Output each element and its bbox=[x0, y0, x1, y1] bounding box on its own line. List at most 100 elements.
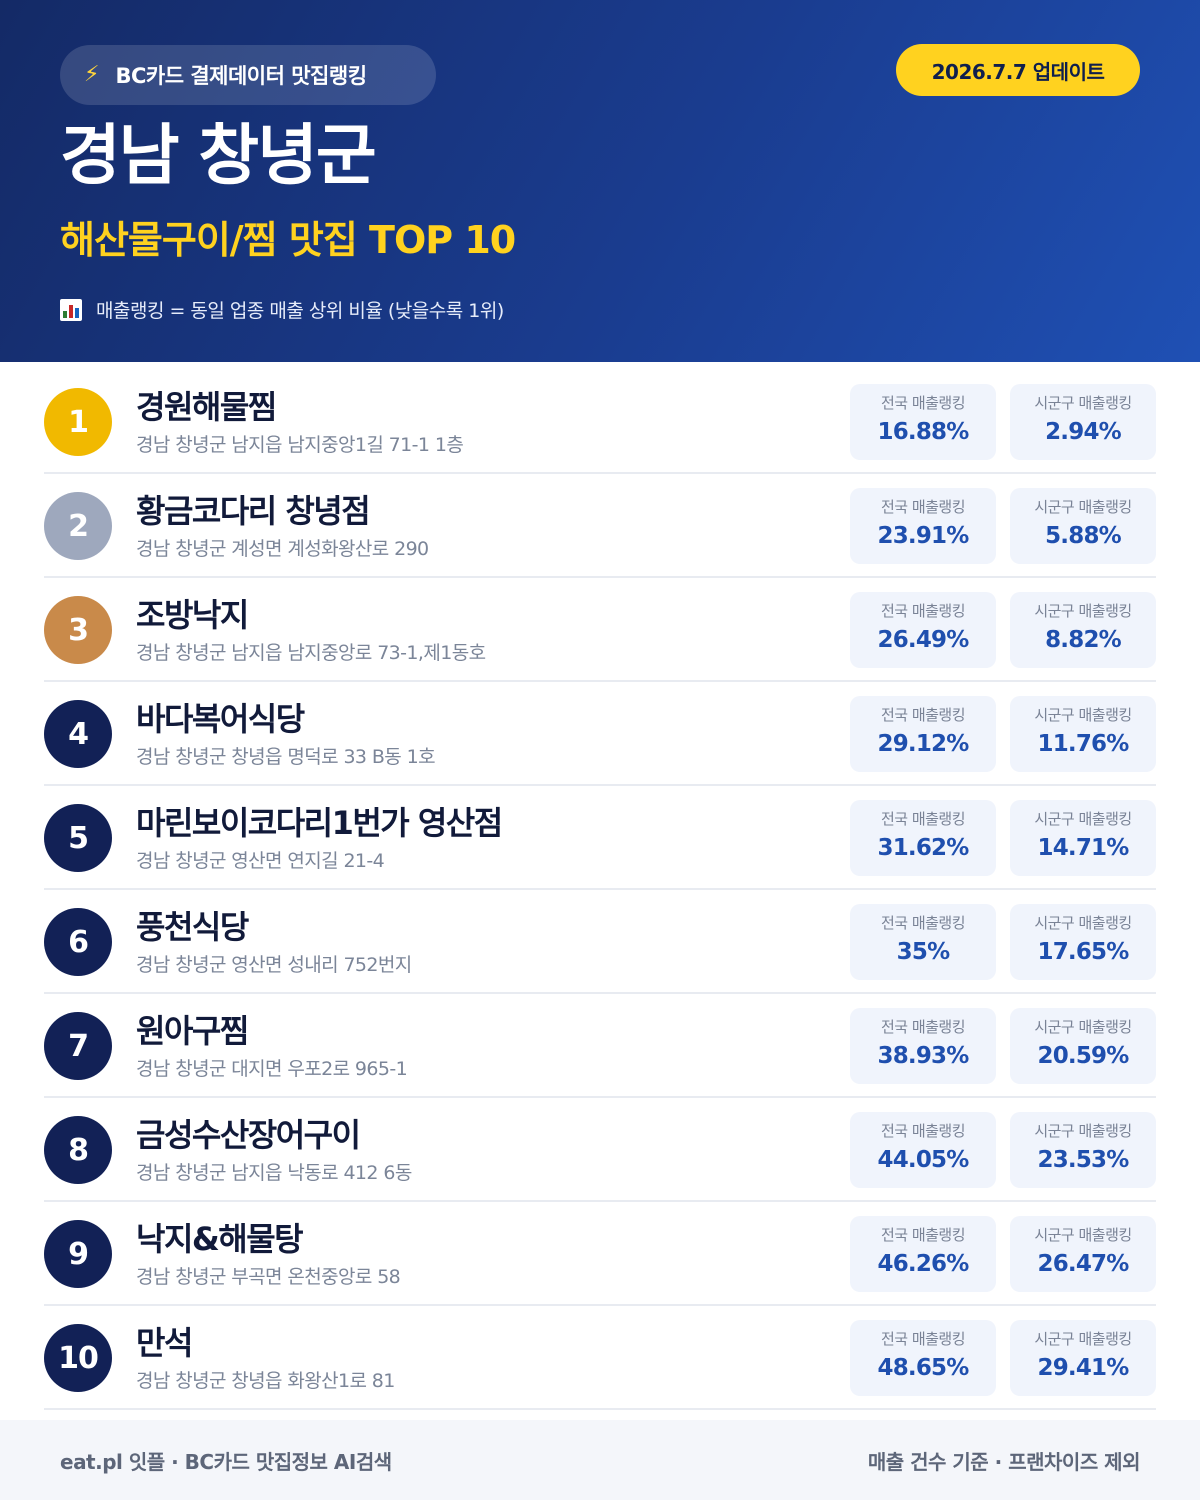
national-ranking-label: 전국 매출랭킹 bbox=[880, 394, 966, 412]
national-ranking-value: 48.65% bbox=[877, 1355, 970, 1381]
restaurant-name[interactable]: 원아구찜 bbox=[136, 1012, 249, 1050]
local-ranking-value: 2.94% bbox=[1045, 419, 1122, 445]
source-badge: ⚡ BC카드 결제데이터 맛집랭킹 bbox=[60, 45, 436, 105]
local-ranking-card: 시군구 매출랭킹 29.41% bbox=[1010, 1320, 1156, 1396]
national-ranking-card: 전국 매출랭킹 26.49% bbox=[850, 592, 996, 668]
category-subtitle: 해산물구이/찜 맛집 TOP 10 bbox=[60, 218, 516, 262]
national-ranking-label: 전국 매출랭킹 bbox=[880, 498, 966, 516]
local-ranking-value: 26.47% bbox=[1037, 1251, 1130, 1277]
local-ranking-label: 시군구 매출랭킹 bbox=[1034, 1018, 1132, 1036]
rank-badge: 2 bbox=[44, 492, 112, 560]
restaurant-name[interactable]: 풍천식당 bbox=[136, 908, 249, 946]
restaurant-name[interactable]: 바다복어식당 bbox=[136, 700, 305, 738]
national-ranking-label: 전국 매출랭킹 bbox=[880, 810, 966, 828]
rank-badge: 6 bbox=[44, 908, 112, 976]
restaurant-address: 경남 창녕군 남지읍 낙동로 412 6동 bbox=[136, 1162, 412, 1184]
local-ranking-card: 시군구 매출랭킹 26.47% bbox=[1010, 1216, 1156, 1292]
local-ranking-label: 시군구 매출랭킹 bbox=[1034, 706, 1132, 724]
national-ranking-card: 전국 매출랭킹 29.12% bbox=[850, 696, 996, 772]
local-ranking-card: 시군구 매출랭킹 5.88% bbox=[1010, 488, 1156, 564]
rank-badge: 7 bbox=[44, 1012, 112, 1080]
restaurant-address: 경남 창녕군 영산면 성내리 752번지 bbox=[136, 954, 412, 976]
national-ranking-card: 전국 매출랭킹 31.62% bbox=[850, 800, 996, 876]
national-ranking-card: 전국 매출랭킹 46.26% bbox=[850, 1216, 996, 1292]
restaurant-name[interactable]: 황금코다리 창녕점 bbox=[136, 492, 371, 530]
national-ranking-label: 전국 매출랭킹 bbox=[880, 1330, 966, 1348]
update-date-badge: 2026.7.7 업데이트 bbox=[896, 44, 1140, 96]
page-title: 경남 창녕군 bbox=[60, 117, 377, 194]
local-ranking-value: 17.65% bbox=[1037, 939, 1130, 965]
national-ranking-card: 전국 매출랭킹 16.88% bbox=[850, 384, 996, 460]
national-ranking-value: 38.93% bbox=[877, 1043, 970, 1069]
local-ranking-value: 8.82% bbox=[1045, 627, 1122, 653]
rank-badge: 3 bbox=[44, 596, 112, 664]
national-ranking-card: 전국 매출랭킹 38.93% bbox=[850, 1008, 996, 1084]
local-ranking-card: 시군구 매출랭킹 17.65% bbox=[1010, 904, 1156, 980]
restaurant-name[interactable]: 금성수산장어구이 bbox=[136, 1116, 361, 1154]
national-ranking-card: 전국 매출랭킹 35% bbox=[850, 904, 996, 980]
list-item[interactable]: 8 금성수산장어구이 경남 창녕군 남지읍 낙동로 412 6동 전국 매출랭킹 44.… bbox=[44, 1098, 1156, 1202]
national-ranking-value: 26.49% bbox=[877, 627, 970, 653]
local-ranking-card: 시군구 매출랭킹 14.71% bbox=[1010, 800, 1156, 876]
local-ranking-label: 시군구 매출랭킹 bbox=[1034, 810, 1132, 828]
restaurant-name[interactable]: 낙지&해물탕 bbox=[136, 1220, 304, 1258]
rank-badge: 1 bbox=[44, 388, 112, 456]
local-ranking-value: 5.88% bbox=[1045, 523, 1122, 549]
restaurant-address: 경남 창녕군 창녕읍 명덕로 33 B동 1호 bbox=[136, 746, 436, 768]
national-ranking-value: 29.12% bbox=[877, 731, 970, 757]
local-ranking-value: 14.71% bbox=[1037, 835, 1130, 861]
national-ranking-label: 전국 매출랭킹 bbox=[880, 914, 966, 932]
national-ranking-value: 16.88% bbox=[877, 419, 970, 445]
restaurant-name[interactable]: 마린보이코다리1번가 영산점 bbox=[136, 804, 503, 842]
footer-note: 매출 건수 기준 · 프랜차이즈 제외 bbox=[867, 1450, 1141, 1474]
local-ranking-label: 시군구 매출랭킹 bbox=[1034, 498, 1132, 516]
local-ranking-card: 시군구 매출랭킹 11.76% bbox=[1010, 696, 1156, 772]
footer: eat.pl 잇플 · BC카드 맛집정보 AI검색 매출 건수 기준 · 프랜… bbox=[0, 1420, 1200, 1500]
legend-text: 매출랭킹 = 동일 업종 매출 상위 비율 (낮을수록 1위) bbox=[96, 300, 504, 322]
national-ranking-label: 전국 매출랭킹 bbox=[880, 1018, 966, 1036]
national-ranking-label: 전국 매출랭킹 bbox=[880, 706, 966, 724]
rank-badge: 4 bbox=[44, 700, 112, 768]
local-ranking-label: 시군구 매출랭킹 bbox=[1034, 914, 1132, 932]
national-ranking-label: 전국 매출랭킹 bbox=[880, 1122, 966, 1140]
restaurant-address: 경남 창녕군 계성면 계성화왕산로 290 bbox=[136, 538, 429, 560]
bar-chart-icon bbox=[60, 298, 82, 321]
local-ranking-label: 시군구 매출랭킹 bbox=[1034, 1122, 1132, 1140]
list-item[interactable]: 6 풍천식당 경남 창녕군 영산면 성내리 752번지 전국 매출랭킹 35% 시군구 매… bbox=[44, 890, 1156, 994]
restaurant-name[interactable]: 경원해물찜 bbox=[136, 388, 277, 426]
national-ranking-value: 23.91% bbox=[877, 523, 970, 549]
list-item[interactable]: 7 원아구찜 경남 창녕군 대지면 우포2로 965-1 전국 매출랭킹 38.93% 시… bbox=[44, 994, 1156, 1098]
ranking-list: 1 경원해물찜 경남 창녕군 남지읍 남지중앙1길 71-1 1층 전국 매출랭킹 16… bbox=[44, 370, 1156, 1410]
restaurant-address: 경남 창녕군 영산면 연지길 21-4 bbox=[136, 850, 385, 872]
ranking-legend: 매출랭킹 = 동일 업종 매출 상위 비율 (낮을수록 1위) bbox=[60, 296, 504, 323]
local-ranking-card: 시군구 매출랭킹 8.82% bbox=[1010, 592, 1156, 668]
national-ranking-value: 44.05% bbox=[877, 1147, 970, 1173]
national-ranking-value: 46.26% bbox=[877, 1251, 970, 1277]
restaurant-name[interactable]: 조방낙지 bbox=[136, 596, 249, 634]
restaurant-address: 경남 창녕군 남지읍 남지중앙1길 71-1 1층 bbox=[136, 434, 464, 456]
national-ranking-label: 전국 매출랭킹 bbox=[880, 1226, 966, 1244]
national-ranking-label: 전국 매출랭킹 bbox=[880, 602, 966, 620]
restaurant-address: 경남 창녕군 남지읍 남지중앙로 73-1,제1동호 bbox=[136, 642, 486, 664]
local-ranking-card: 시군구 매출랭킹 20.59% bbox=[1010, 1008, 1156, 1084]
header-banner: ⚡ BC카드 결제데이터 맛집랭킹 2026.7.7 업데이트 경남 창녕군 해… bbox=[0, 0, 1200, 362]
rank-badge: 10 bbox=[44, 1324, 112, 1392]
local-ranking-value: 11.76% bbox=[1037, 731, 1130, 757]
list-item[interactable]: 10 만석 경남 창녕군 창녕읍 화왕산1로 81 전국 매출랭킹 48.65% 시군구 … bbox=[44, 1306, 1156, 1410]
local-ranking-label: 시군구 매출랭킹 bbox=[1034, 394, 1132, 412]
local-ranking-label: 시군구 매출랭킹 bbox=[1034, 1226, 1132, 1244]
local-ranking-value: 20.59% bbox=[1037, 1043, 1130, 1069]
local-ranking-label: 시군구 매출랭킹 bbox=[1034, 602, 1132, 620]
rank-badge: 9 bbox=[44, 1220, 112, 1288]
list-item[interactable]: 5 마린보이코다리1번가 영산점 경남 창녕군 영산면 연지길 21-4 전국 매출랭… bbox=[44, 786, 1156, 890]
national-ranking-card: 전국 매출랭킹 23.91% bbox=[850, 488, 996, 564]
restaurant-address: 경남 창녕군 부곡면 온천중앙로 58 bbox=[136, 1266, 401, 1288]
restaurant-name[interactable]: 만석 bbox=[136, 1324, 193, 1362]
national-ranking-card: 전국 매출랭킹 48.65% bbox=[850, 1320, 996, 1396]
footer-source: eat.pl 잇플 · BC카드 맛집정보 AI검색 bbox=[60, 1450, 392, 1474]
